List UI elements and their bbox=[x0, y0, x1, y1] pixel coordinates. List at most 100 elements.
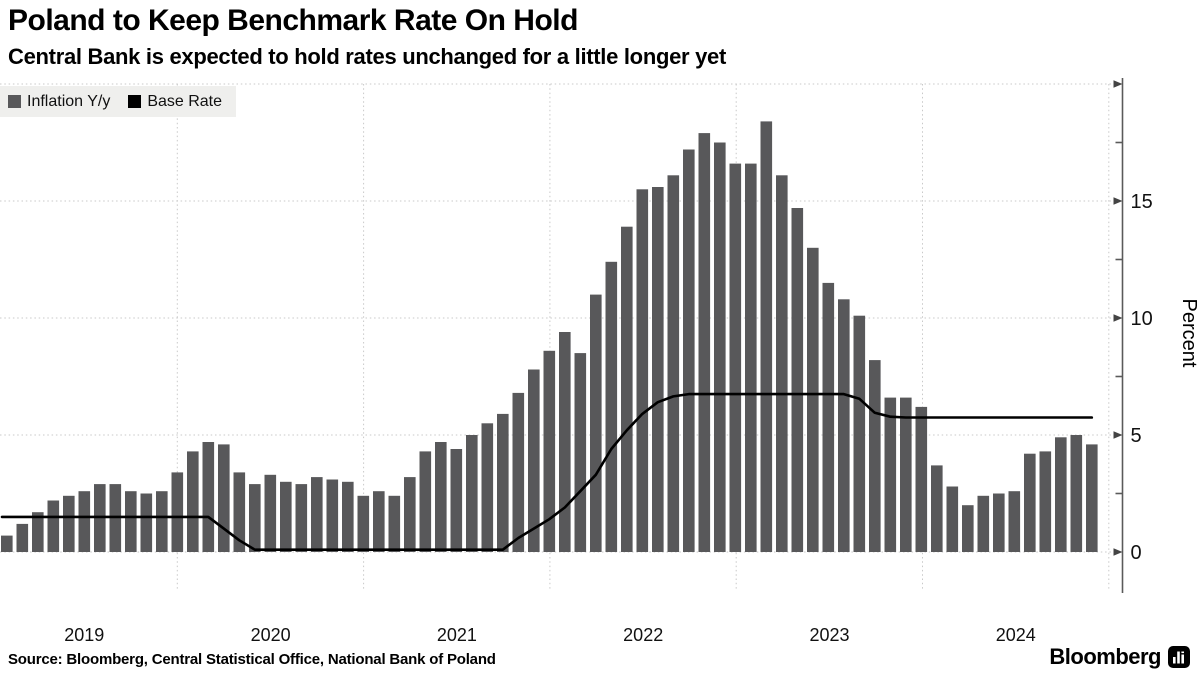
x-tick-label: 2022 bbox=[623, 625, 663, 645]
inflation-bar bbox=[295, 484, 308, 552]
y-axis-tick-arrow bbox=[1113, 548, 1123, 556]
inflation-bar bbox=[605, 261, 618, 552]
inflation-bar bbox=[822, 282, 835, 552]
inflation-bar bbox=[419, 451, 432, 552]
y-tick-label: 15 bbox=[1131, 191, 1153, 213]
inflation-bar bbox=[869, 360, 881, 552]
inflation-bar bbox=[233, 472, 246, 552]
inflation-bar bbox=[280, 481, 292, 552]
inflation-bar bbox=[776, 175, 788, 553]
inflation-bar bbox=[590, 294, 602, 552]
inflation-bar bbox=[915, 406, 928, 552]
y-axis-tick-arrow bbox=[1113, 197, 1123, 205]
legend-item-base-rate: Base Rate bbox=[128, 93, 222, 111]
inflation-bar bbox=[388, 495, 401, 552]
y-tick-label: 0 bbox=[1131, 542, 1142, 564]
inflation-bar bbox=[729, 163, 742, 552]
legend-label-base-rate: Base Rate bbox=[147, 92, 223, 110]
inflation-bar bbox=[140, 493, 153, 552]
x-tick-label: 2019 bbox=[64, 625, 104, 645]
inflation-bar bbox=[931, 465, 943, 552]
inflation-bar bbox=[791, 208, 804, 552]
inflation-bar bbox=[78, 491, 91, 552]
inflation-bar bbox=[47, 500, 60, 552]
page-title: Poland to Keep Benchmark Rate On Hold bbox=[8, 4, 578, 37]
legend-item-inflation: Inflation Y/y bbox=[8, 93, 110, 111]
inflation-bar bbox=[760, 121, 773, 553]
inflation-swatch-icon bbox=[8, 95, 21, 108]
x-tick-label: 2024 bbox=[996, 625, 1036, 645]
inflation-bar bbox=[636, 189, 649, 553]
x-tick-label: 2021 bbox=[437, 625, 477, 645]
inflation-bar bbox=[450, 449, 463, 552]
inflation-bar bbox=[1, 535, 13, 552]
inflation-bar bbox=[466, 435, 478, 552]
inflation-bar bbox=[32, 512, 44, 552]
inflation-bar bbox=[357, 495, 370, 552]
inflation-bar bbox=[16, 523, 29, 552]
inflation-bar bbox=[249, 484, 261, 552]
inflation-bar bbox=[311, 477, 323, 552]
inflation-bar bbox=[946, 486, 959, 552]
inflation-bar bbox=[1039, 451, 1052, 552]
inflation-bar bbox=[187, 451, 199, 552]
inflation-bar bbox=[156, 491, 168, 552]
inflation-bar bbox=[652, 187, 664, 552]
bloomberg-wordmark: Bloomberg bbox=[1049, 644, 1161, 669]
base-rate-line bbox=[0, 392, 1094, 552]
inflation-bar bbox=[1086, 444, 1098, 552]
x-tick-label: 2020 bbox=[251, 625, 291, 645]
inflation-bar bbox=[667, 175, 680, 553]
x-tick-label: 2023 bbox=[809, 625, 849, 645]
inflation-bar bbox=[512, 392, 525, 552]
inflation-bar bbox=[900, 397, 912, 552]
bloomberg-logo: Bloomberg bbox=[1049, 644, 1190, 670]
y-axis-tick-arrow bbox=[1113, 431, 1123, 439]
inflation-bar bbox=[326, 479, 339, 552]
inflation-bar bbox=[342, 481, 354, 552]
inflation-bar bbox=[264, 474, 277, 552]
inflation-bar bbox=[497, 413, 509, 552]
inflation-bar bbox=[1024, 453, 1036, 552]
y-tick-label: 10 bbox=[1131, 308, 1153, 330]
inflation-bar bbox=[1070, 435, 1083, 552]
inflation-bar bbox=[202, 442, 215, 552]
y-axis-tick-arrow bbox=[1113, 80, 1123, 88]
inflation-bar bbox=[1055, 437, 1067, 552]
chart-legend: Inflation Y/y Base Rate bbox=[0, 86, 237, 117]
inflation-bar bbox=[171, 472, 184, 552]
inflation-bar bbox=[63, 495, 75, 552]
inflation-bar bbox=[993, 493, 1005, 552]
inflation-bar bbox=[838, 299, 850, 552]
inflation-bar bbox=[218, 444, 230, 552]
inflation-bar bbox=[528, 369, 540, 552]
inflation-bar bbox=[125, 491, 137, 552]
inflation-bar bbox=[853, 315, 866, 552]
inflation-bar bbox=[373, 491, 385, 552]
bloomberg-bars-icon bbox=[1168, 646, 1190, 668]
inflation-bar bbox=[435, 442, 447, 552]
chart-subtitle: Central Bank is expected to hold rates u… bbox=[8, 44, 727, 69]
base-rate-swatch-icon bbox=[128, 95, 142, 108]
y-axis-title: Percent bbox=[1178, 299, 1200, 368]
inflation-bar bbox=[621, 226, 633, 552]
inflation-bar bbox=[698, 133, 711, 552]
inflation-bar bbox=[1008, 491, 1021, 552]
inflation-bar bbox=[574, 353, 587, 552]
y-axis-tick-arrow bbox=[1113, 314, 1123, 322]
inflation-bar bbox=[714, 142, 726, 552]
inflation-bar bbox=[884, 397, 897, 552]
inflation-bar bbox=[683, 149, 695, 552]
inflation-bar bbox=[404, 477, 416, 552]
legend-label-inflation: Inflation Y/y bbox=[27, 92, 111, 110]
inflation-bar bbox=[481, 423, 494, 552]
source-attribution: Source: Bloomberg, Central Statistical O… bbox=[8, 651, 496, 668]
inflation-bar bbox=[543, 350, 556, 552]
inflation-bar bbox=[559, 332, 571, 552]
inflation-bar bbox=[745, 163, 757, 552]
inflation-bar bbox=[962, 505, 974, 552]
y-tick-label: 5 bbox=[1131, 425, 1142, 447]
inflation-bar bbox=[977, 495, 990, 552]
